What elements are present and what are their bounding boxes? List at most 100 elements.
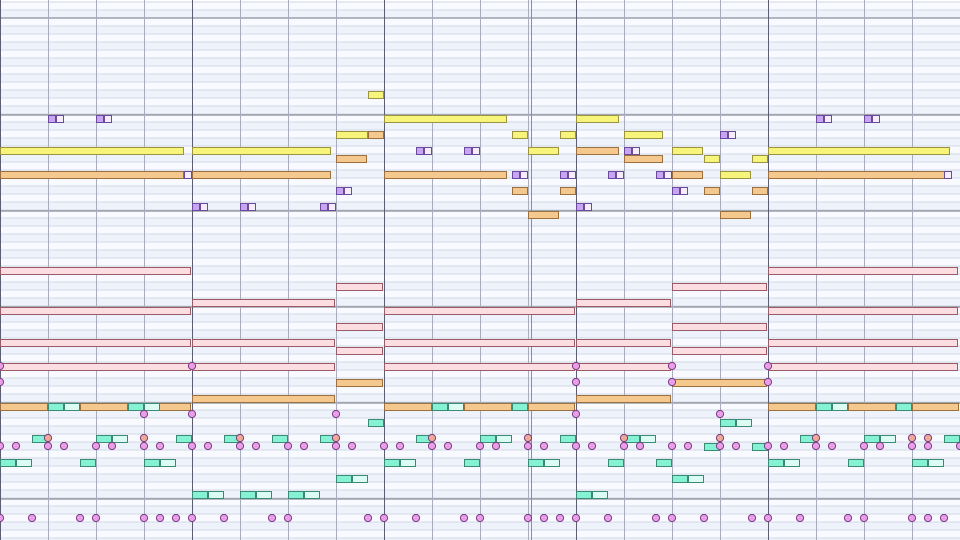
note[interactable] xyxy=(432,403,448,411)
drum-hit[interactable] xyxy=(667,441,677,451)
drum-hit[interactable] xyxy=(763,513,773,523)
note[interactable] xyxy=(624,155,663,163)
note[interactable] xyxy=(824,115,832,123)
note[interactable] xyxy=(384,363,575,371)
note[interactable] xyxy=(384,171,507,179)
note[interactable] xyxy=(336,347,383,355)
note[interactable] xyxy=(464,147,472,155)
note[interactable] xyxy=(336,131,368,139)
drum-hit[interactable] xyxy=(235,441,245,451)
note[interactable] xyxy=(672,475,688,483)
drum-hit[interactable] xyxy=(27,513,37,523)
drum-hit[interactable] xyxy=(523,433,533,443)
note[interactable] xyxy=(672,187,680,195)
drum-hit[interactable] xyxy=(539,513,549,523)
note[interactable] xyxy=(512,131,528,139)
note[interactable] xyxy=(656,171,664,179)
note[interactable] xyxy=(512,187,528,195)
drum-hit[interactable] xyxy=(283,513,293,523)
drum-hit[interactable] xyxy=(603,513,613,523)
note[interactable] xyxy=(720,419,736,427)
drum-hit[interactable] xyxy=(619,441,629,451)
note[interactable] xyxy=(384,339,575,347)
note[interactable] xyxy=(752,187,768,195)
note[interactable] xyxy=(736,419,752,427)
note[interactable] xyxy=(632,147,640,155)
drum-hit[interactable] xyxy=(331,441,341,451)
note[interactable] xyxy=(928,459,944,467)
note[interactable] xyxy=(704,155,720,163)
drum-hit[interactable] xyxy=(699,513,709,523)
note[interactable] xyxy=(384,307,575,315)
drum-hit[interactable] xyxy=(715,409,725,419)
note[interactable] xyxy=(944,171,952,179)
note[interactable] xyxy=(0,147,184,155)
drum-hit[interactable] xyxy=(731,441,741,451)
note[interactable] xyxy=(720,211,751,219)
note[interactable] xyxy=(336,323,383,331)
note[interactable] xyxy=(560,131,576,139)
note[interactable] xyxy=(368,131,384,139)
note[interactable] xyxy=(576,363,671,371)
note[interactable] xyxy=(192,203,200,211)
drum-hit[interactable] xyxy=(411,513,421,523)
drum-hit[interactable] xyxy=(395,441,405,451)
note[interactable] xyxy=(816,115,824,123)
drum-hit[interactable] xyxy=(235,433,245,443)
note[interactable] xyxy=(656,459,672,467)
drum-hit[interactable] xyxy=(331,433,341,443)
note[interactable] xyxy=(96,435,112,443)
drum-hit[interactable] xyxy=(299,441,309,451)
drum-hit[interactable] xyxy=(219,513,229,523)
note[interactable] xyxy=(48,115,56,123)
drum-hit[interactable] xyxy=(43,433,53,443)
note[interactable] xyxy=(672,323,767,331)
note[interactable] xyxy=(160,459,176,467)
note[interactable] xyxy=(720,171,751,179)
note[interactable] xyxy=(256,491,272,499)
note[interactable] xyxy=(384,115,507,123)
note[interactable] xyxy=(608,459,624,467)
drum-hit[interactable] xyxy=(875,441,885,451)
note[interactable] xyxy=(96,115,104,123)
drum-hit[interactable] xyxy=(843,513,853,523)
note[interactable] xyxy=(664,171,672,179)
note[interactable] xyxy=(184,171,192,179)
drum-hit[interactable] xyxy=(91,441,101,451)
note[interactable] xyxy=(384,403,432,411)
drum-hit[interactable] xyxy=(763,377,773,387)
drum-hit[interactable] xyxy=(427,433,437,443)
note[interactable] xyxy=(608,171,616,179)
drum-hit[interactable] xyxy=(203,441,213,451)
drum-hit[interactable] xyxy=(347,441,357,451)
drum-hit[interactable] xyxy=(251,441,261,451)
note[interactable] xyxy=(816,403,832,411)
note[interactable] xyxy=(272,435,288,443)
drum-hit[interactable] xyxy=(683,441,693,451)
drum-hit[interactable] xyxy=(107,441,117,451)
note[interactable] xyxy=(144,459,160,467)
note[interactable] xyxy=(320,203,328,211)
drum-hit[interactable] xyxy=(0,377,5,387)
note[interactable] xyxy=(416,147,424,155)
note[interactable] xyxy=(0,459,16,467)
drum-hit[interactable] xyxy=(811,433,821,443)
note[interactable] xyxy=(192,339,335,347)
drum-hit[interactable] xyxy=(619,433,629,443)
note[interactable] xyxy=(528,147,559,155)
note[interactable] xyxy=(624,147,632,155)
drum-hit[interactable] xyxy=(907,433,917,443)
note[interactable] xyxy=(368,91,384,99)
drum-hit[interactable] xyxy=(715,433,725,443)
note[interactable] xyxy=(240,203,248,211)
note[interactable] xyxy=(472,147,480,155)
note[interactable] xyxy=(56,115,64,123)
note[interactable] xyxy=(144,403,160,411)
drum-hit[interactable] xyxy=(651,513,661,523)
note[interactable] xyxy=(112,435,128,443)
drum-hit[interactable] xyxy=(955,441,960,451)
drum-hit[interactable] xyxy=(907,513,917,523)
note[interactable] xyxy=(848,403,896,411)
drum-hit[interactable] xyxy=(139,433,149,443)
drum-hit[interactable] xyxy=(667,377,677,387)
